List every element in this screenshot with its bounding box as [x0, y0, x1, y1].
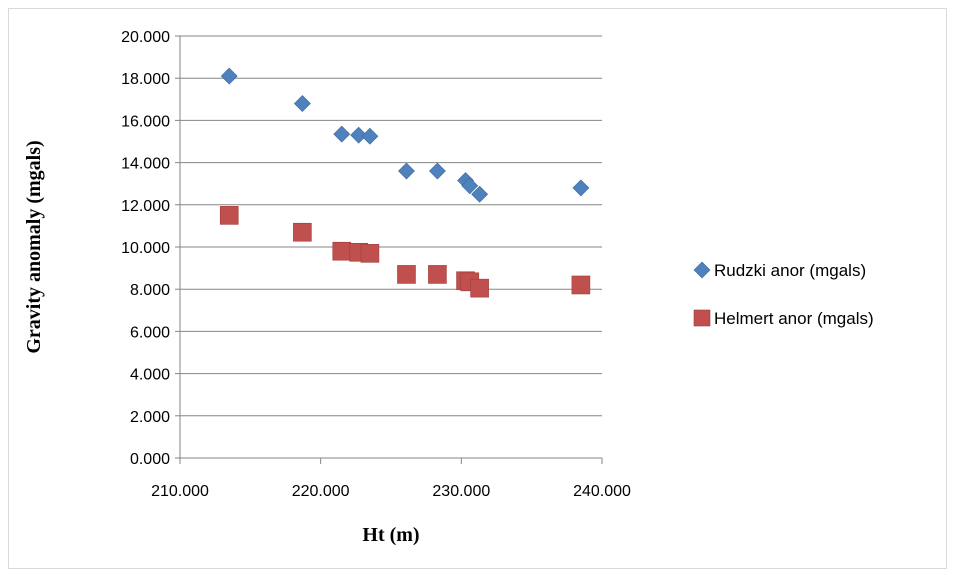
grid-lines	[180, 35, 602, 417]
legend: Rudzki anor (mgals) Helmert anor (mgals)	[693, 261, 874, 328]
rudzki-data-point	[220, 67, 238, 85]
rudzki-data-point	[293, 95, 311, 112]
x-axis-ticks: 210.000 220.000 230.000 240.000	[151, 458, 631, 500]
helmert-data-point	[397, 265, 416, 284]
y-tick-label: 4.000	[130, 367, 170, 384]
legend-diamond-icon	[693, 261, 711, 279]
rudzki-data-point	[333, 125, 351, 143]
helmert-data-point	[571, 275, 591, 295]
y-axis-ticks: 0.000 2.000 4.000 6.000 8.000 10.000 12.000 14.…	[121, 29, 180, 468]
helmert-data-point	[293, 222, 312, 242]
legend-entry-label: Helmert anor (mgals)	[714, 309, 874, 328]
y-tick-label: 2.000	[130, 409, 170, 426]
y-tick-label: 10.000	[121, 240, 170, 257]
helmert-data-point	[428, 265, 447, 284]
helmert-data-point	[332, 241, 352, 261]
legend-square-icon	[693, 309, 711, 327]
x-tick-label: 220.000	[292, 483, 350, 500]
x-tick-label: 240.000	[573, 483, 631, 500]
rudzki-data-point	[572, 179, 590, 197]
rudzki-data-point	[361, 127, 379, 145]
helmert-data-point	[219, 206, 239, 225]
y-tick-label: 0.000	[130, 451, 170, 468]
y-tick-label: 8.000	[130, 282, 170, 299]
y-tick-label: 20.000	[121, 29, 170, 46]
rudzki-data-point	[350, 126, 368, 144]
rudzki-data-point	[461, 177, 479, 195]
y-tick-label: 14.000	[121, 156, 170, 173]
x-tick-label: 230.000	[432, 483, 490, 500]
y-tick-label: 16.000	[121, 113, 170, 130]
helmert-data-point	[470, 278, 489, 298]
x-axis-title: Ht (m)	[362, 524, 419, 546]
rudzki-data-point	[398, 162, 415, 180]
helmert-data-point	[360, 244, 380, 263]
rudzki-data-point	[428, 162, 446, 180]
legend-entry-label: Rudzki anor (mgals)	[714, 261, 866, 280]
rudzki-data-point	[471, 185, 489, 203]
y-tick-label: 18.000	[121, 71, 170, 88]
y-tick-label: 6.000	[130, 324, 170, 341]
data-points	[219, 67, 591, 298]
y-axis-title: Gravity anomaly (mgals)	[23, 140, 45, 353]
y-tick-label: 12.000	[121, 198, 170, 215]
x-tick-label: 210.000	[151, 483, 209, 500]
